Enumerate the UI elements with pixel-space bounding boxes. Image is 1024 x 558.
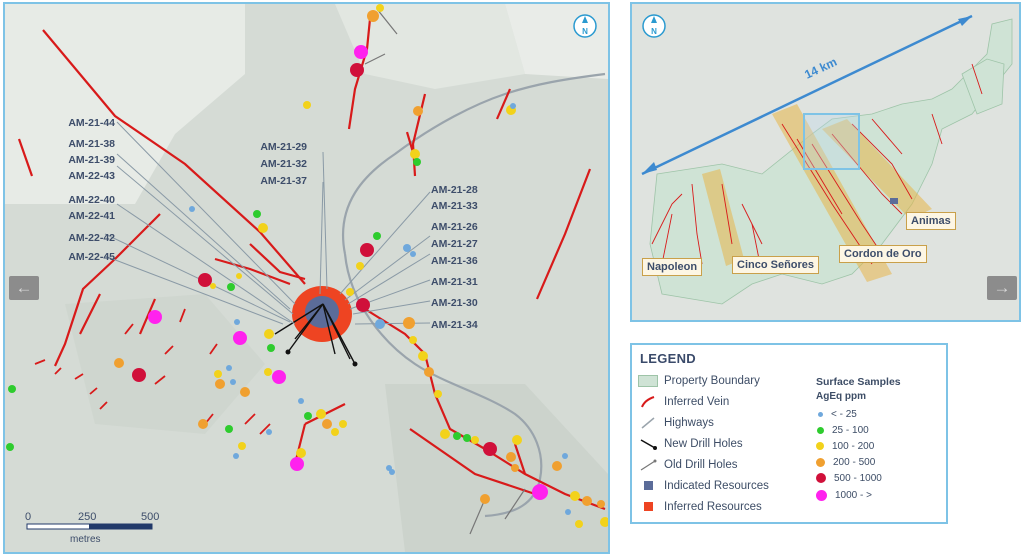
previous-arrow-button[interactable]: ←: [9, 276, 39, 300]
indicated-resources-swatch-icon: [638, 480, 658, 492]
legend-item-inferred-vein: Inferred Vein: [638, 396, 729, 408]
north-arrow-icon: N: [573, 14, 597, 38]
legend-panel: LEGEND Property Boundary Inferred Vein H…: [630, 343, 948, 524]
drill-hole-label: AM-21-32: [260, 158, 307, 170]
drill-hole-label: AM-21-26: [431, 221, 478, 233]
legend-item-inferred-resources: Inferred Resources: [638, 501, 762, 513]
main-map-svg: N 0 250 500 metres AM-21-44AM-21-38AM-21…: [5, 4, 608, 552]
drill-hole-label: AM-21-36: [431, 255, 478, 267]
svg-text:0: 0: [25, 511, 31, 523]
drill-labels-left: AM-21-44 AM-21-38 AM-21-39 AM-22-43 AM-22-40…: [68, 117, 115, 263]
sample-class-25-100: 25 - 100: [816, 425, 869, 436]
sample-class-lt25: < - 25: [816, 409, 857, 420]
drill-hole-label: AM-21-30: [431, 297, 478, 309]
svg-text:N: N: [582, 27, 588, 36]
sample-class-500-1000: 500 - 1000: [816, 473, 882, 484]
inset-north-arrow-icon: N: [642, 14, 666, 38]
drill-hole-label: AM-21-39: [68, 154, 115, 166]
inset-map[interactable]: 14 km N Napoleon Cinco Señores Cordon de…: [630, 2, 1021, 322]
sample-dot-icon: [816, 442, 824, 451]
drill-hole-label: AM-21-27: [431, 238, 478, 250]
drill-labels-right: AM-21-28 AM-21-33 AM-21-26 AM-21-27 AM-21-36…: [431, 184, 478, 331]
sample-dot-icon: [817, 426, 824, 434]
inferred-resources-swatch-icon: [638, 501, 658, 513]
legend-item-property-boundary: Property Boundary: [638, 375, 760, 387]
drill-hole-label: AM-21-44: [68, 117, 115, 129]
inset-map-svg: 14 km N: [632, 4, 1019, 320]
sample-dot-icon: [818, 411, 823, 417]
drill-hole-label: AM-21-37: [260, 175, 307, 187]
surface-samples-title: Surface Samples: [816, 376, 901, 388]
surface-samples-unit: AgEq ppm: [816, 391, 866, 402]
sample-class-1000-plus: 1000 - >: [816, 490, 872, 501]
place-label-napoleon: Napoleon: [642, 258, 703, 276]
place-label-cordon-de-oro: Cordon de Oro: [839, 245, 927, 263]
drill-hole-label: AM-22-40: [68, 194, 115, 206]
sample-dot-icon: [816, 473, 826, 484]
next-arrow-button[interactable]: →: [987, 276, 1017, 300]
drill-hole-label: AM-21-33: [431, 200, 478, 212]
drill-hole-label: AM-22-41: [68, 210, 115, 222]
legend-item-new-drill-holes: New Drill Holes: [638, 438, 743, 450]
highway-line-icon: [638, 417, 658, 429]
drill-hole-label: AM-21-29: [260, 141, 307, 153]
sample-dot-icon: [816, 457, 825, 467]
svg-text:500: 500: [141, 511, 159, 523]
svg-text:metres: metres: [70, 534, 101, 545]
main-map[interactable]: N 0 250 500 metres AM-21-44 AM-21-38 AM-21…: [3, 2, 610, 554]
drill-hole-label: AM-21-34: [431, 319, 478, 331]
legend-item-old-drill-holes: Old Drill Holes: [638, 459, 738, 471]
sample-class-200-500: 200 - 500: [816, 457, 875, 468]
legend-title: LEGEND: [640, 351, 696, 366]
place-label-cinco-senores: Cinco Señores: [732, 256, 820, 274]
scale-bar: 0 250 500 metres: [25, 511, 159, 545]
drill-hole-label: AM-22-42: [68, 232, 115, 244]
drill-hole-label: AM-22-43: [68, 170, 115, 182]
drill-hole-label: AM-21-38: [68, 138, 115, 150]
legend-item-highways: Highways: [638, 417, 714, 429]
drill-labels-mid: AM-21-29 AM-21-32 AM-21-37: [260, 141, 307, 187]
svg-text:250: 250: [78, 511, 96, 523]
drill-hole-label: AM-21-31: [431, 276, 478, 288]
boundary-swatch-icon: [638, 375, 658, 387]
svg-text:N: N: [651, 27, 657, 36]
vein-line-icon: [638, 396, 658, 408]
new-drill-hole-icon: [638, 438, 658, 450]
legend-item-indicated-resources: Indicated Resources: [638, 480, 769, 492]
place-label-animas: Animas: [906, 212, 956, 230]
sample-class-100-200: 100 - 200: [816, 441, 874, 452]
sample-dot-icon: [816, 490, 827, 501]
drill-hole-label: AM-21-28: [431, 184, 478, 196]
drill-hole-label: AM-22-45: [68, 251, 115, 263]
old-drill-hole-icon: [638, 459, 658, 471]
